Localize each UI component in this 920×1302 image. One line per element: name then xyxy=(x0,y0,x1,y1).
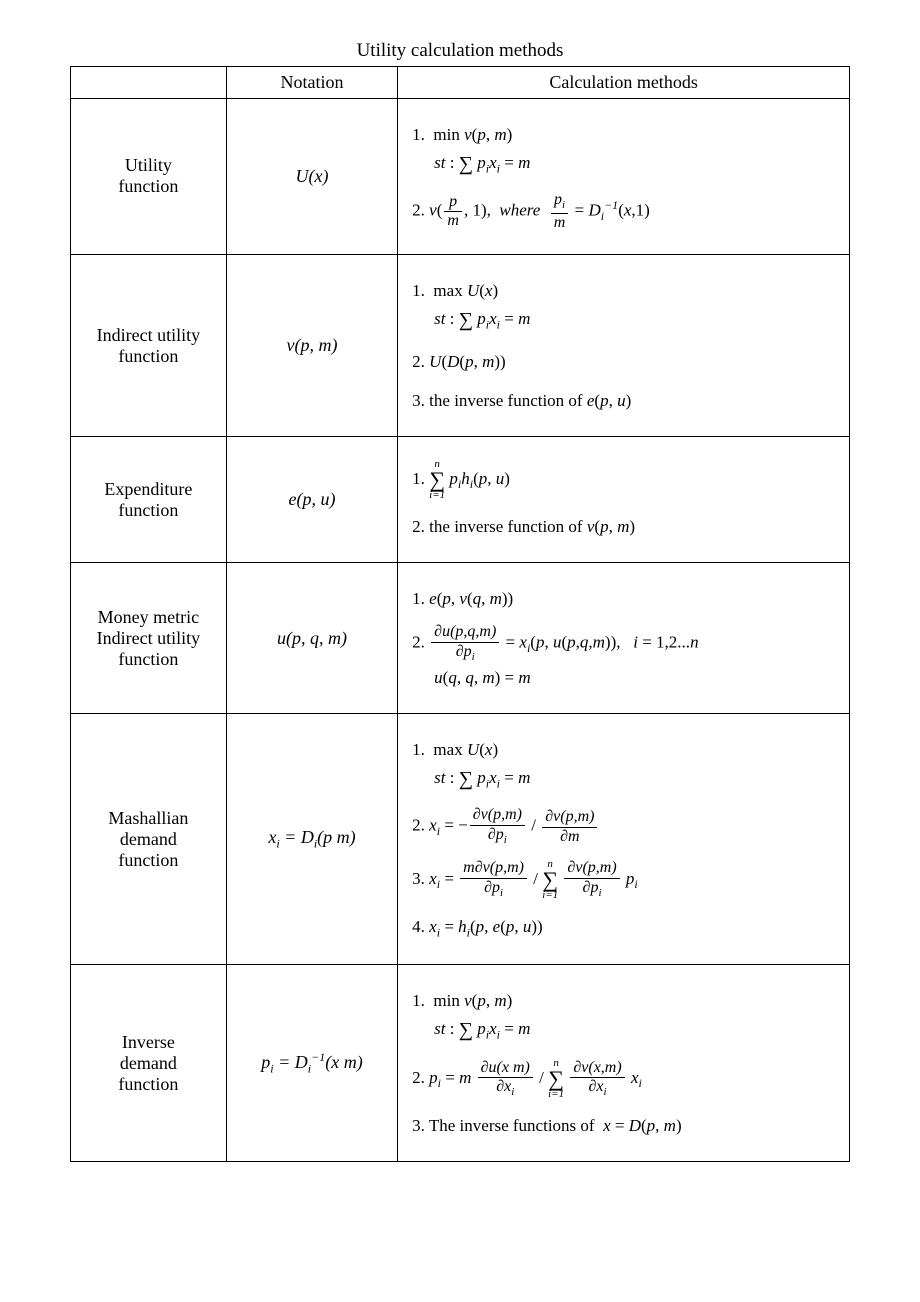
row-name: Mashalliandemandfunction xyxy=(71,714,227,965)
row-notation: v(p, m) xyxy=(226,254,397,437)
row-notation: xi = Di(p m) xyxy=(226,714,397,965)
row-methods: 1. e(p, v(q, m)) 2. ∂u(p,q,m)∂pi = xi(p,… xyxy=(398,563,850,714)
row-name: Expenditurefunction xyxy=(71,437,227,563)
row-notation: e(p, u) xyxy=(226,437,397,563)
page-title: Utility calculation methods xyxy=(70,40,850,62)
row-name: Money metricIndirect utilityfunction xyxy=(71,563,227,714)
row-methods: 1. n∑i=1 pihi(p, u) 2. the inverse funct… xyxy=(398,437,850,563)
table-row: Mashalliandemandfunction xi = Di(p m) 1.… xyxy=(71,714,850,965)
row-notation: u(p, q, m) xyxy=(226,563,397,714)
table-header-row: Notation Calculation methods xyxy=(71,67,850,99)
utility-table: Notation Calculation methods Utilityfunc… xyxy=(70,66,850,1162)
row-name: Inversedemandfunction xyxy=(71,965,227,1162)
table-row: Inversedemandfunction pi = Di−1(x m) 1. … xyxy=(71,965,850,1162)
row-methods: 1. max U(x) st : ∑ pixi = m 2. xi = −∂v(… xyxy=(398,714,850,965)
header-methods: Calculation methods xyxy=(398,67,850,99)
row-methods: 1. max U(x) st : ∑ pixi = m 2. U(D(p, m)… xyxy=(398,254,850,437)
header-blank xyxy=(71,67,227,99)
row-notation: U(x) xyxy=(226,99,397,255)
row-notation: pi = Di−1(x m) xyxy=(226,965,397,1162)
table-row: Money metricIndirect utilityfunction u(p… xyxy=(71,563,850,714)
header-notation: Notation xyxy=(226,67,397,99)
row-name: Indirect utilityfunction xyxy=(71,254,227,437)
table-row: Indirect utilityfunction v(p, m) 1. max … xyxy=(71,254,850,437)
row-methods: 1. min v(p, m) st : ∑ pixi = m 2. pi = m… xyxy=(398,965,850,1162)
table-row: Expenditurefunction e(p, u) 1. n∑i=1 pih… xyxy=(71,437,850,563)
row-name: Utilityfunction xyxy=(71,99,227,255)
row-methods: 1. min v(p, m) st : ∑ pixi = m 2. v(pm, … xyxy=(398,99,850,255)
table-row: Utilityfunction U(x) 1. min v(p, m) st :… xyxy=(71,99,850,255)
